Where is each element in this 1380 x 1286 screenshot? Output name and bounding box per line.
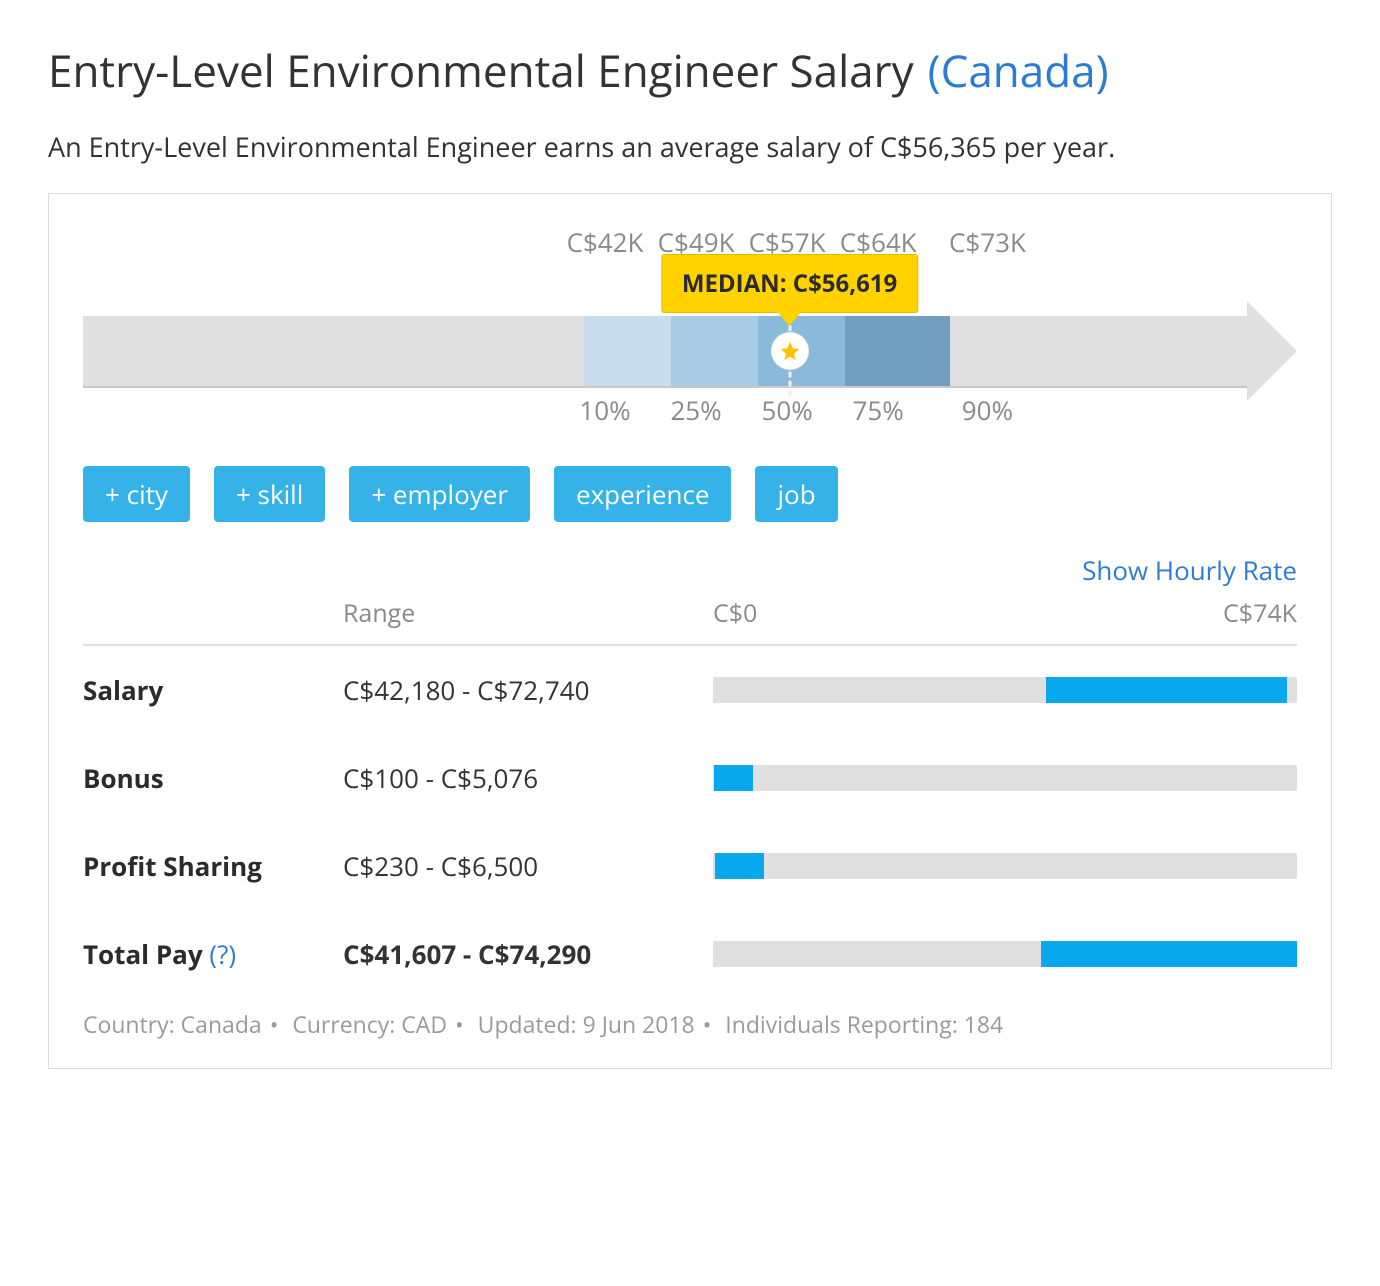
pct-bottom-label: 75% [853,392,904,428]
arrow-track [83,316,1297,386]
comp-row-label: Bonus [83,760,343,796]
page-subtitle: An Entry-Level Environmental Engineer ea… [48,128,1332,165]
meta-footer: Country: Canada• Currency: CAD• Updated:… [83,1008,1297,1040]
filter-button[interactable]: + employer [349,466,530,522]
hdr-label-col [83,596,343,630]
filter-button[interactable]: + city [83,466,190,522]
meta-country: Country: Canada [83,1008,262,1040]
comp-row-bar [713,765,1297,791]
country-link[interactable]: (Canada) [928,40,1109,100]
page-title-row: Entry-Level Environmental Engineer Salar… [48,40,1332,100]
comp-row: Bonus C$100 - C$5,076 [83,734,1297,822]
comp-row-range: C$230 - C$6,500 [343,848,713,884]
comp-row: Total Pay (?)C$41,607 - C$74,290 [83,910,1297,998]
comp-table-body: Salary C$42,180 - C$72,740Bonus C$100 - … [83,646,1297,998]
filter-row: + city + skill + employer experience job [83,466,1297,522]
meta-reporting: Individuals Reporting: 184 [725,1008,1003,1040]
comp-row-bar-fill [1041,941,1297,967]
comp-row-bar-fill [715,853,764,879]
filter-button[interactable]: + skill [214,466,325,522]
meta-currency: Currency: CAD [292,1008,447,1040]
salary-panel: C$42KC$49KC$57KC$64KC$73K MEDIAN: C$56,6… [48,193,1332,1069]
pct-bottom-label: 10% [579,392,630,428]
filter-button[interactable]: experience [554,466,732,522]
comp-row-range: C$42,180 - C$72,740 [343,672,713,708]
pct-bottom-label: 25% [670,392,721,428]
arrow-baseline [83,386,1247,388]
median-star-icon [771,332,809,370]
comp-row-bar [713,853,1297,879]
arrow-body [83,316,1247,386]
comp-row: Salary C$42,180 - C$72,740 [83,646,1297,734]
comp-row-range: C$100 - C$5,076 [343,760,713,796]
median-tooltip: MEDIAN: C$56,619 [661,254,918,326]
bar-max-label: C$74K [1223,596,1297,630]
filter-button[interactable]: job [755,466,837,522]
hdr-range-col: Range [343,596,713,630]
percentile-top-labels: C$42KC$49KC$57KC$64KC$73K [83,224,1297,254]
arrow-head-icon [1247,301,1297,401]
comp-table-header: Range C$0 C$74K [83,596,1297,646]
comp-row-label: Profit Sharing [83,848,343,884]
pct-band [584,316,671,386]
comp-row-bar-fill [1046,677,1287,703]
show-hourly-link[interactable]: Show Hourly Rate [83,552,1297,588]
median-caret [778,312,802,326]
comp-row-label: Total Pay (?) [83,936,343,972]
comp-row-bar [713,677,1297,703]
percentile-bottom-labels: 10%25%50%75%90% [83,392,1297,422]
comp-row-label: Salary [83,672,343,708]
comp-row-bar-fill [714,765,753,791]
help-icon[interactable]: (?) [209,936,236,972]
comp-row-bar [713,941,1297,967]
comp-row-range: C$41,607 - C$74,290 [343,936,713,972]
percentile-chart: C$42KC$49KC$57KC$64KC$73K MEDIAN: C$56,6… [83,224,1297,454]
pct-band [845,316,950,386]
page-title: Entry-Level Environmental Engineer Salar… [48,40,914,100]
median-label: MEDIAN: C$56,619 [661,254,918,313]
pct-top-label: C$73K [949,224,1026,260]
comp-row: Profit Sharing C$230 - C$6,500 [83,822,1297,910]
meta-updated: Updated: 9 Jun 2018 [478,1008,695,1040]
hdr-bar-col: C$0 C$74K [713,596,1297,630]
pct-top-label: C$42K [567,224,644,260]
pct-bottom-label: 50% [761,392,812,428]
bar-min-label: C$0 [713,596,757,630]
pct-band [671,316,758,386]
pct-bottom-label: 90% [962,392,1013,428]
